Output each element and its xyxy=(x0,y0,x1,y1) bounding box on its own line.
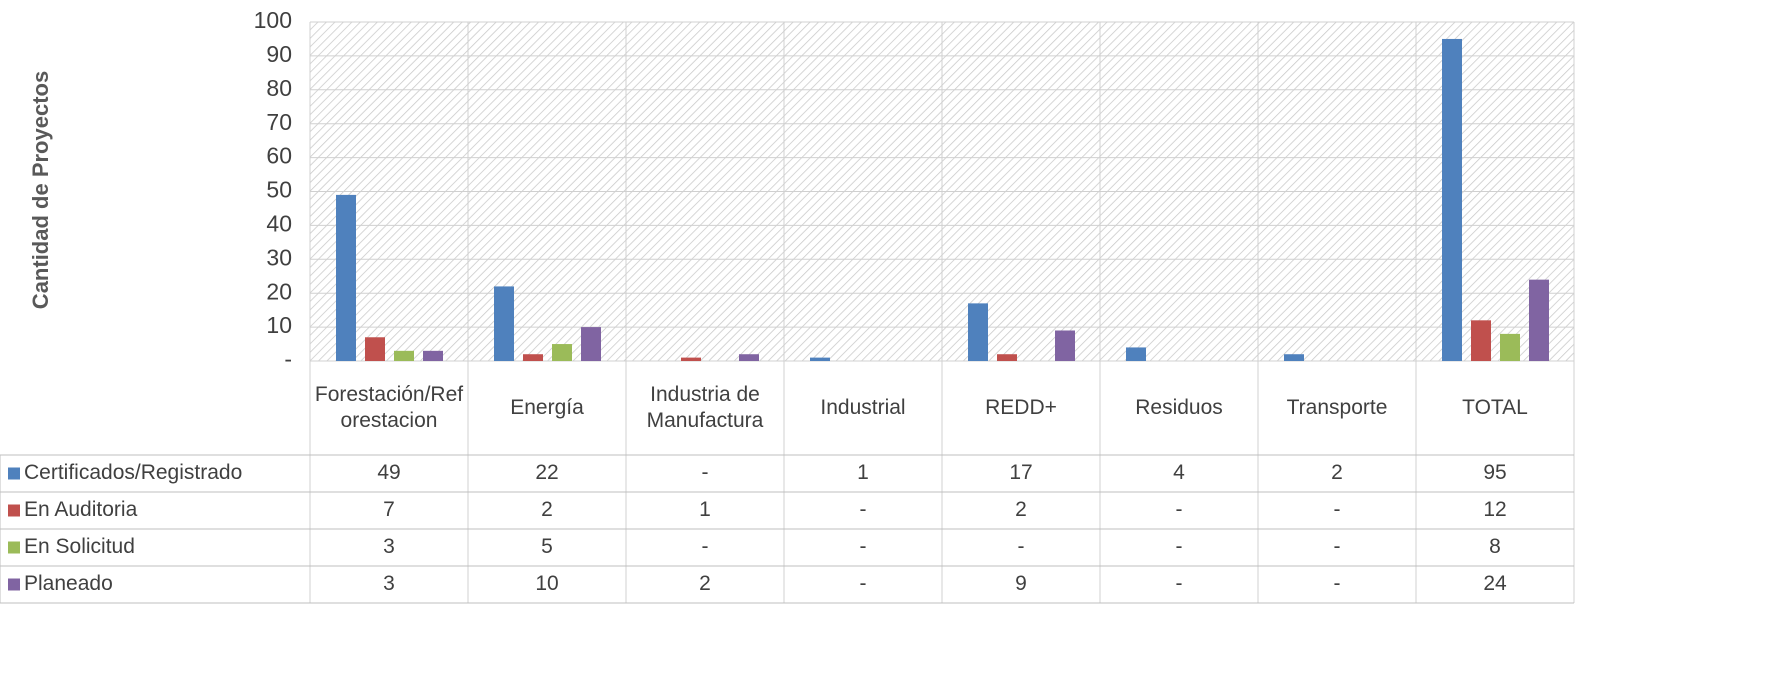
x-tick-label: Industrial xyxy=(820,396,906,419)
bar xyxy=(1284,354,1304,361)
x-tick-label: Forestación/Reforestacion xyxy=(314,383,464,432)
table-cell: 10 xyxy=(535,572,558,595)
bar xyxy=(1471,320,1491,361)
x-tick-label: Industria de Manufactura xyxy=(646,383,764,432)
legend-swatch xyxy=(8,504,20,517)
bar xyxy=(739,354,759,361)
x-tick-label: Residuos xyxy=(1135,396,1223,419)
table-cell: - xyxy=(1176,535,1183,558)
table-cell: 3 xyxy=(383,535,395,558)
y-axis-title: Cantidad de Proyectos xyxy=(28,71,53,309)
table-cell: - xyxy=(1334,535,1341,558)
bar xyxy=(552,344,572,361)
table-cell: - xyxy=(1334,498,1341,521)
table-cell: - xyxy=(860,498,867,521)
table-cell: - xyxy=(1176,572,1183,595)
y-tick-label: 10 xyxy=(266,312,292,338)
bar xyxy=(1500,333,1520,361)
table-cell: 24 xyxy=(1483,572,1507,595)
table-cell: 7 xyxy=(383,498,395,521)
table-cell: - xyxy=(1176,498,1183,521)
y-tick-label: 90 xyxy=(266,41,292,67)
table-cell: 22 xyxy=(535,461,558,484)
bar xyxy=(336,194,356,361)
table-cell: 49 xyxy=(377,461,400,484)
bar xyxy=(581,327,601,361)
table-cell: 1 xyxy=(699,498,711,521)
table-cell: - xyxy=(702,535,709,558)
bar xyxy=(681,357,701,361)
bar xyxy=(968,303,988,361)
y-tick-label: 70 xyxy=(266,109,292,135)
table-cell: 9 xyxy=(1015,572,1027,595)
table-cell: 4 xyxy=(1173,461,1185,484)
legend-label: Planeado xyxy=(24,572,113,595)
bar xyxy=(1126,347,1146,361)
bar xyxy=(523,354,543,361)
table-cell: 2 xyxy=(1331,461,1343,484)
x-tick-label: Energía xyxy=(510,396,584,419)
table-cell: 5 xyxy=(541,535,553,558)
table-cell: - xyxy=(860,535,867,558)
legend-swatch xyxy=(8,578,20,591)
legend-label: En Auditoria xyxy=(24,498,138,521)
bar xyxy=(810,357,830,361)
bar xyxy=(394,350,414,361)
y-tick-label: 50 xyxy=(266,177,292,203)
x-tick-label: Transporte xyxy=(1286,396,1388,419)
table-cell: - xyxy=(860,572,867,595)
table-cell: 1 xyxy=(857,461,869,484)
table-cell: 3 xyxy=(383,572,395,595)
table-cell: - xyxy=(702,461,709,484)
legend-swatch xyxy=(8,467,20,480)
legend-label: Certificados/Registrado xyxy=(24,461,242,484)
y-tick-label: 60 xyxy=(266,143,292,169)
y-tick-label: 20 xyxy=(266,278,292,304)
y-tick-label: 30 xyxy=(266,244,292,270)
table-cell: 2 xyxy=(541,498,553,521)
table-cell: - xyxy=(1334,572,1341,595)
y-tick-label: - xyxy=(284,346,292,372)
y-tick-label: 100 xyxy=(254,7,292,33)
table-cell: - xyxy=(1018,535,1025,558)
bar xyxy=(1442,38,1462,361)
legend-label: En Solicitud xyxy=(24,535,135,558)
bar xyxy=(494,286,514,361)
table-cell: 2 xyxy=(699,572,711,595)
y-tick-label: 40 xyxy=(266,210,292,236)
table-cell: 8 xyxy=(1489,535,1501,558)
bar xyxy=(1529,279,1549,361)
table-cell: 95 xyxy=(1483,461,1506,484)
bar xyxy=(423,350,443,361)
legend-swatch xyxy=(8,541,20,554)
x-tick-label: TOTAL xyxy=(1462,396,1528,419)
table-cell: 2 xyxy=(1015,498,1027,521)
bar xyxy=(365,337,385,361)
bar xyxy=(1055,330,1075,361)
x-tick-label: REDD+ xyxy=(985,396,1057,419)
bar xyxy=(997,354,1017,361)
y-tick-label: 80 xyxy=(266,75,292,101)
table-cell: 12 xyxy=(1483,498,1506,521)
table-cell: 17 xyxy=(1009,461,1032,484)
